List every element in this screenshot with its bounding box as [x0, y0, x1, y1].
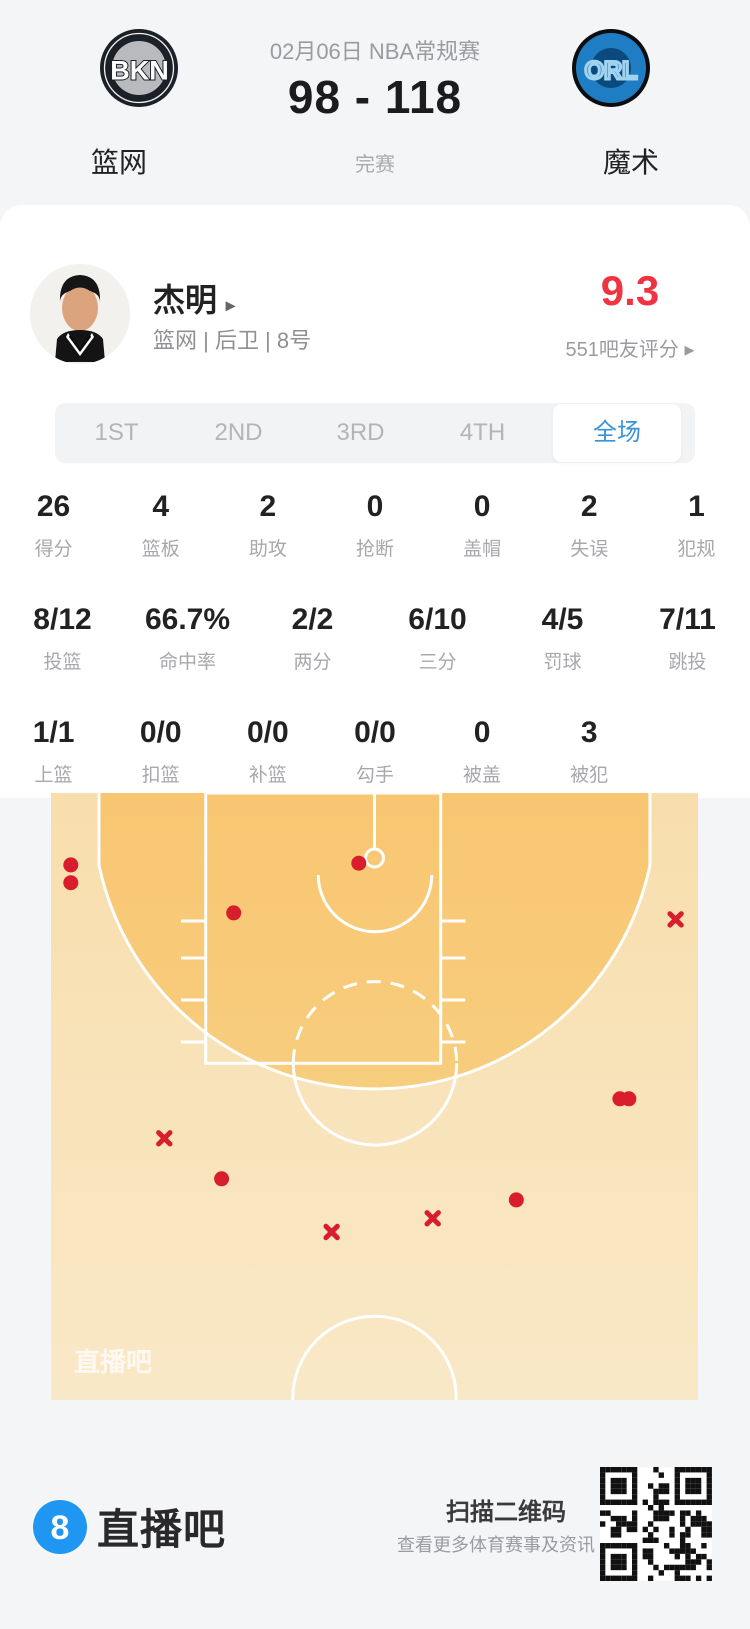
svg-text:BKN: BKN [110, 56, 169, 86]
svg-text:ORL: ORL [585, 57, 638, 85]
svg-text:8: 8 [51, 1509, 70, 1547]
svg-text:直播吧: 直播吧 [74, 1347, 152, 1377]
